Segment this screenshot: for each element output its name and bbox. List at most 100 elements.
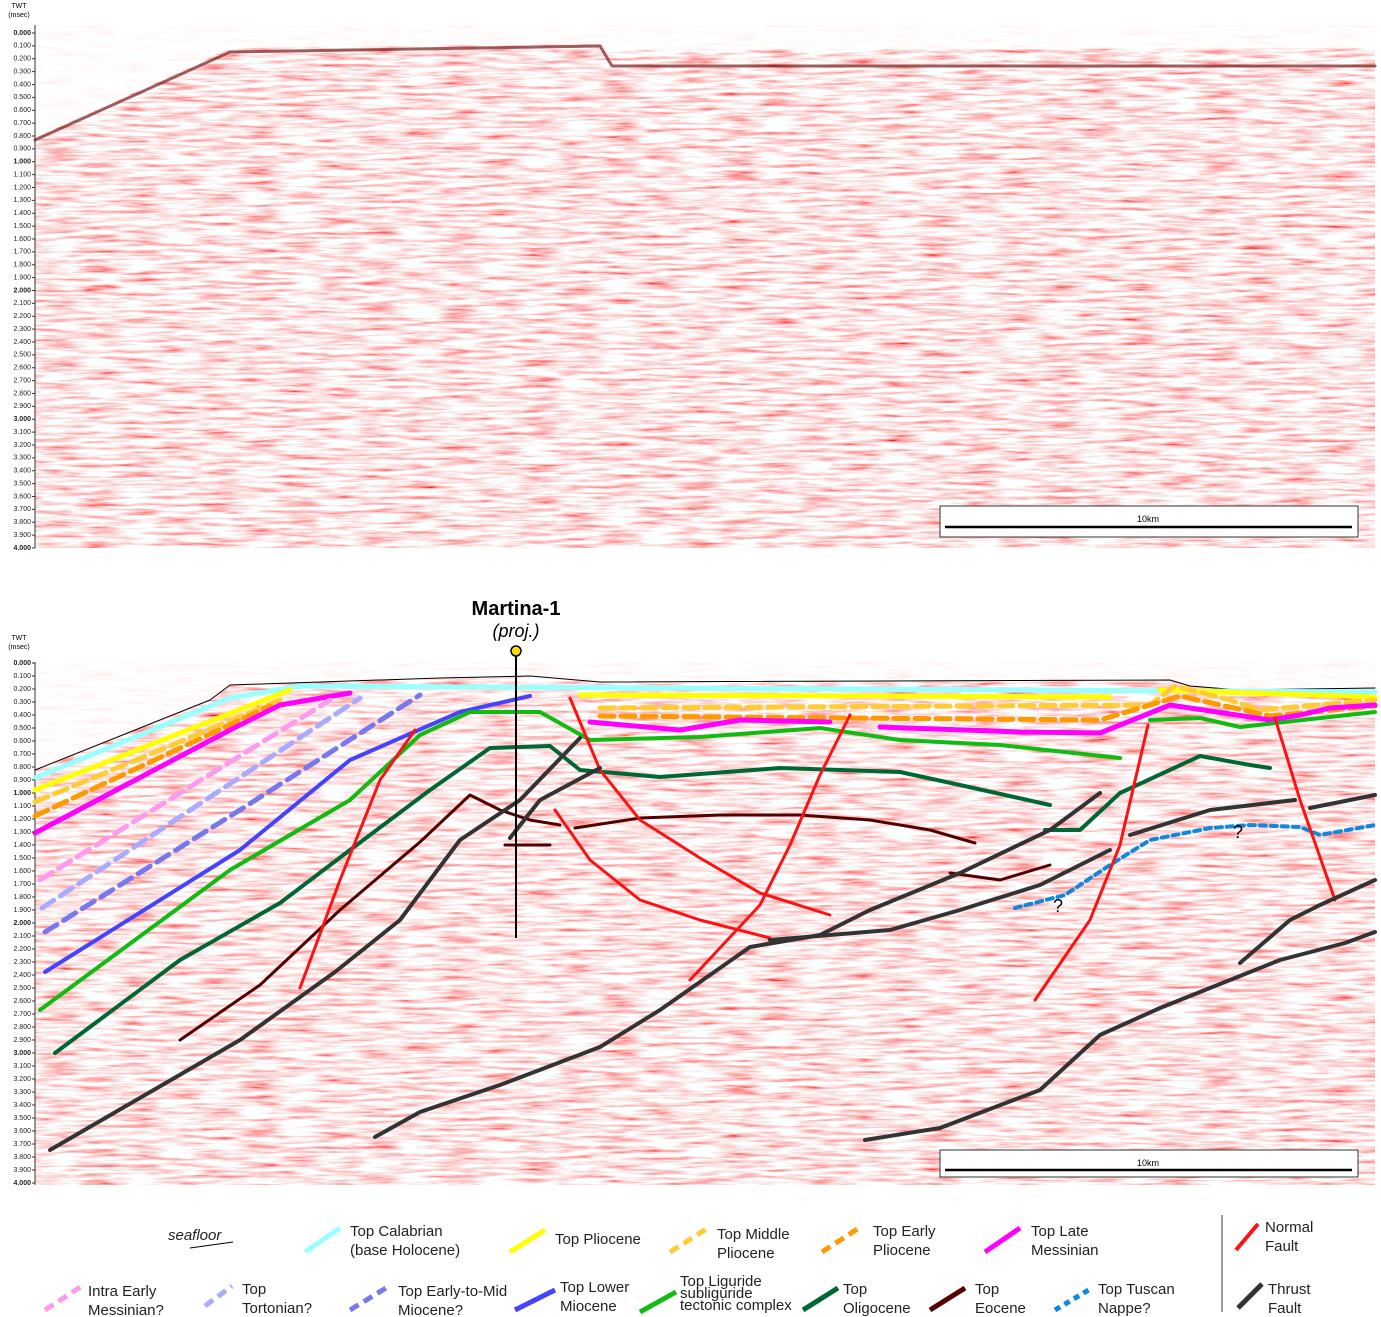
legend-label: Top Middle xyxy=(717,1226,790,1243)
legend-label: Fault xyxy=(1268,1300,1302,1317)
legend-swatch xyxy=(303,1225,342,1255)
interpretation xyxy=(32,675,1378,1152)
tick-label: 3.200 xyxy=(13,1076,31,1083)
legend-swatch xyxy=(189,1241,234,1249)
tick-label: 1.900 xyxy=(13,907,31,914)
legend-swatch xyxy=(513,1287,557,1313)
tick-label: 1.200 xyxy=(13,184,31,191)
tick-label: 4.000 xyxy=(13,1180,31,1187)
tick-label: 1.600 xyxy=(13,868,31,875)
legend-swatch xyxy=(820,1223,864,1255)
top-early-pliocene xyxy=(32,703,273,819)
legend-label: Messinian xyxy=(1031,1242,1099,1259)
tick-label: 0.000 xyxy=(13,660,31,667)
tick-label: 3.000 xyxy=(13,1050,31,1057)
thrust-fault xyxy=(1128,798,1297,837)
tick-label: 3.700 xyxy=(13,1141,31,1148)
tick-label: 3.100 xyxy=(13,429,31,436)
legend-swatch xyxy=(928,1285,967,1313)
thrust-fault xyxy=(863,930,1377,1142)
top-tuscan-nappe xyxy=(1013,823,1377,910)
tick-label: 0.300 xyxy=(13,699,31,706)
tick-label: 1.500 xyxy=(13,855,31,862)
tick-label: 2.200 xyxy=(13,946,31,953)
legend-swatch xyxy=(43,1283,84,1313)
tick-label: 0.700 xyxy=(13,120,31,127)
tick-label: 3.500 xyxy=(13,1115,31,1122)
legend-label: Thrust xyxy=(1268,1281,1311,1298)
tick-label: 0.800 xyxy=(13,764,31,771)
seismic-image xyxy=(35,662,1375,1185)
tick-label: 0.900 xyxy=(13,146,31,153)
tick-label: 2.500 xyxy=(13,985,31,992)
top-pliocene xyxy=(577,692,1113,700)
legend-label: subliguride xyxy=(680,1285,753,1302)
tick-label: 2.600 xyxy=(13,998,31,1005)
tick-label: 1.800 xyxy=(13,894,31,901)
thrust-fault xyxy=(1238,878,1377,965)
legend-label: Miocene xyxy=(560,1298,617,1315)
legend-swatch xyxy=(508,1227,547,1255)
top-calabrian xyxy=(32,683,1378,781)
legend-label: Top Lower xyxy=(560,1279,629,1296)
tick-label: 2.100 xyxy=(13,300,31,307)
normal-fault xyxy=(568,696,832,917)
legend-label: Top Early-to-Mid xyxy=(398,1283,507,1300)
well-symbol xyxy=(510,645,522,657)
top-late-messinian xyxy=(32,690,353,836)
tick-label: 1.000 xyxy=(13,159,31,166)
legend-swatch xyxy=(348,1285,388,1313)
tick-label: 1.300 xyxy=(13,829,31,836)
tick-label: 3.000 xyxy=(13,416,31,423)
legend-swatch xyxy=(801,1285,840,1313)
top-liguride xyxy=(1148,710,1377,729)
top-middle-pliocene xyxy=(597,683,1378,713)
tick-label: 2.700 xyxy=(13,1011,31,1018)
tick-label: 2.400 xyxy=(13,972,31,979)
tick-label: 1.400 xyxy=(13,842,31,849)
legend-label: Top xyxy=(975,1281,999,1298)
thrust-fault xyxy=(768,848,1112,942)
top-late-messinian xyxy=(587,717,833,733)
tick-label: 1.900 xyxy=(13,274,31,281)
legend-swatch xyxy=(638,1289,678,1315)
top-oligocene xyxy=(53,744,1052,1055)
scale-bar-box xyxy=(939,1149,1359,1178)
tick-label: 1.400 xyxy=(13,210,31,217)
legend-swatch xyxy=(1053,1285,1094,1313)
tick-label: 3.700 xyxy=(13,506,31,513)
legend-label: Messinian? xyxy=(88,1302,164,1317)
tick-label: 1.700 xyxy=(13,881,31,888)
tick-label: 3.200 xyxy=(13,442,31,449)
top-liguride xyxy=(38,710,1122,1012)
tick-label: 3.400 xyxy=(13,1102,31,1109)
tick-label: 2.800 xyxy=(13,390,31,397)
legend-labels: seafloor Top Calabrian (base Holocene) Top … xyxy=(88,1219,1313,1317)
tick-label: 1.300 xyxy=(13,197,31,204)
tick-label: 3.600 xyxy=(13,1128,31,1135)
tick-label: 0.300 xyxy=(13,68,31,75)
tick-label: 0.400 xyxy=(13,81,31,88)
legend-label: Top Tuscan xyxy=(1098,1281,1175,1298)
seismic-image xyxy=(35,25,1375,548)
tick-label: 1.100 xyxy=(13,171,31,178)
legend-label: Pliocene xyxy=(717,1245,775,1262)
tick-label: 2.800 xyxy=(13,1024,31,1031)
tick-label: 1.600 xyxy=(13,236,31,243)
top-eocene xyxy=(948,863,1052,882)
tick-label: 2.200 xyxy=(13,313,31,320)
seismic-panel-top: 10km TWT (msec) 0.000 0.100 0.200 0.300 0.40… xyxy=(8,3,1377,552)
tick-label: 0.100 xyxy=(13,43,31,50)
legend-label: Pliocene xyxy=(873,1242,931,1259)
legend-label: tectonic complex xyxy=(680,1297,792,1314)
top-middle-pliocene xyxy=(32,697,283,805)
top-oligocene xyxy=(1043,754,1272,832)
legend-label: Nappe? xyxy=(1098,1300,1151,1317)
uncertain-mark: ? xyxy=(1053,896,1063,916)
legend-label: Fault xyxy=(1265,1238,1299,1255)
tick-label: 2.000 xyxy=(13,920,31,927)
tick-label: 0.400 xyxy=(13,712,31,719)
legend-label: Top Pliocene xyxy=(555,1231,641,1248)
tick-label: 2.600 xyxy=(13,365,31,372)
